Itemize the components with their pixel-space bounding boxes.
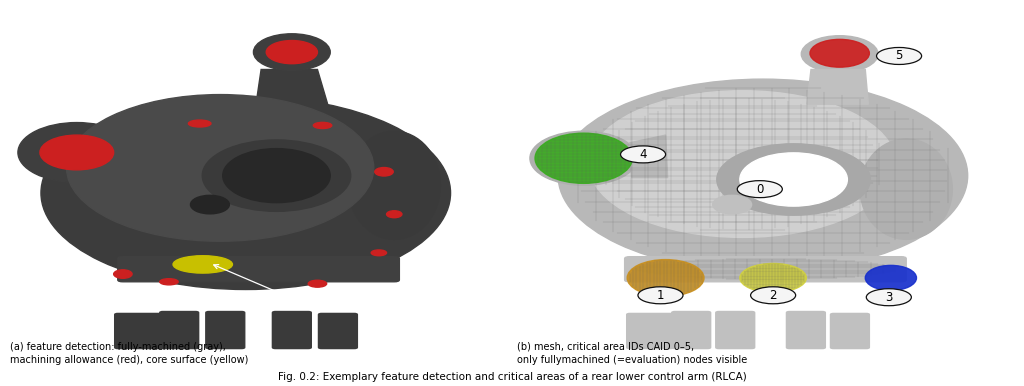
- FancyBboxPatch shape: [206, 312, 245, 349]
- Ellipse shape: [530, 131, 637, 185]
- Text: (a) feature detection: fully-machined (gray),
machining allowance (red), core su: (a) feature detection: fully-machined (g…: [10, 342, 249, 365]
- FancyBboxPatch shape: [318, 313, 357, 349]
- Ellipse shape: [589, 91, 896, 237]
- Ellipse shape: [41, 96, 451, 290]
- FancyBboxPatch shape: [160, 312, 199, 349]
- Ellipse shape: [160, 279, 178, 285]
- Ellipse shape: [313, 122, 332, 129]
- Text: 5: 5: [895, 49, 903, 63]
- Ellipse shape: [203, 140, 350, 212]
- Ellipse shape: [188, 120, 211, 127]
- Ellipse shape: [535, 133, 632, 183]
- Ellipse shape: [190, 195, 229, 214]
- Circle shape: [737, 181, 782, 198]
- Ellipse shape: [739, 263, 807, 293]
- Text: Fig. 0.2: Exemplary feature detection and critical areas of a rear lower control: Fig. 0.2: Exemplary feature detection an…: [278, 372, 746, 382]
- Ellipse shape: [801, 36, 878, 73]
- Circle shape: [751, 287, 796, 304]
- Text: 3: 3: [885, 291, 893, 304]
- Text: 2: 2: [769, 289, 777, 302]
- FancyBboxPatch shape: [118, 257, 399, 282]
- Ellipse shape: [375, 168, 393, 176]
- Ellipse shape: [558, 79, 968, 272]
- Ellipse shape: [67, 95, 374, 241]
- FancyBboxPatch shape: [716, 312, 755, 349]
- Ellipse shape: [810, 39, 869, 67]
- Ellipse shape: [387, 211, 402, 218]
- FancyBboxPatch shape: [672, 312, 711, 349]
- Polygon shape: [807, 69, 868, 104]
- Ellipse shape: [371, 250, 387, 256]
- Ellipse shape: [739, 153, 848, 206]
- Ellipse shape: [173, 256, 232, 273]
- Ellipse shape: [717, 144, 870, 215]
- FancyBboxPatch shape: [115, 313, 162, 349]
- Ellipse shape: [266, 41, 317, 64]
- Circle shape: [866, 289, 911, 306]
- Circle shape: [621, 146, 666, 163]
- Ellipse shape: [627, 259, 705, 296]
- Ellipse shape: [40, 135, 114, 170]
- Ellipse shape: [308, 280, 327, 287]
- Text: (b) mesh, critical area IDs CAID 0–5,
only fullymachined (=evaluation) nodes vis: (b) mesh, critical area IDs CAID 0–5, on…: [517, 342, 748, 365]
- Ellipse shape: [865, 266, 916, 290]
- Ellipse shape: [348, 131, 440, 239]
- Ellipse shape: [114, 270, 132, 278]
- FancyBboxPatch shape: [830, 313, 869, 349]
- Circle shape: [638, 287, 683, 304]
- Polygon shape: [256, 69, 328, 104]
- Ellipse shape: [17, 123, 135, 182]
- Polygon shape: [630, 135, 668, 178]
- Ellipse shape: [223, 149, 330, 203]
- Text: core: core: [214, 264, 314, 308]
- Polygon shape: [123, 127, 159, 170]
- FancyBboxPatch shape: [272, 312, 311, 349]
- Ellipse shape: [713, 195, 752, 214]
- FancyBboxPatch shape: [625, 257, 906, 282]
- FancyBboxPatch shape: [786, 312, 825, 349]
- FancyBboxPatch shape: [627, 313, 674, 349]
- Ellipse shape: [253, 34, 330, 70]
- Ellipse shape: [860, 139, 952, 239]
- Text: 4: 4: [639, 148, 647, 161]
- Circle shape: [877, 47, 922, 64]
- Text: 0: 0: [756, 183, 764, 196]
- Text: 1: 1: [656, 289, 665, 302]
